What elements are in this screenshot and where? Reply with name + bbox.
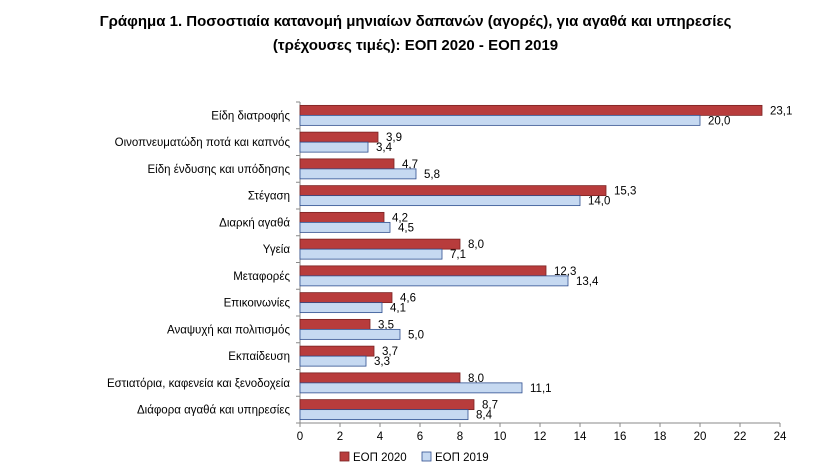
bar-eop2019 (299, 275, 569, 287)
category-label: Στέγαση (248, 191, 290, 203)
legend-swatch-eop2020 (339, 451, 350, 462)
category-label: Είδη διατροφής (211, 110, 290, 122)
data-label-eop2020: 4,6 (400, 293, 416, 305)
bar-eop2020 (299, 131, 379, 143)
data-label-eop2019: 8,4 (476, 410, 493, 422)
bar-eop2020 (299, 345, 375, 357)
bar-eop2020 (299, 399, 475, 411)
bar-eop2020 (299, 238, 461, 250)
data-label-eop2020: 3,5 (378, 319, 394, 331)
data-label-eop2019: 4,5 (398, 222, 414, 234)
data-label-eop2019: 5,8 (424, 169, 440, 181)
x-tick-label: 2 (337, 431, 343, 443)
chart-title: Γράφημα 1. Ποσοστιαία κατανομή μηνιαίων … (0, 10, 831, 58)
bar-eop2019 (299, 355, 367, 367)
category-label: Εκπαίδευση (228, 351, 290, 363)
category-label: Αναψυχή και πολιτισμός (167, 324, 290, 336)
bar-eop2019 (299, 195, 581, 207)
data-label-eop2019: 20,0 (708, 115, 730, 127)
x-tick-label: 10 (494, 431, 507, 443)
data-label-eop2020: 8,0 (468, 239, 484, 251)
bar-eop2020 (299, 211, 385, 223)
data-label-eop2020: 15,3 (614, 186, 636, 198)
data-label-eop2020: 3,7 (382, 346, 398, 358)
bar-eop2020 (299, 292, 393, 304)
chart-title-line2: (τρέχουσες τιμές): ΕΟΠ 2020 - ΕΟΠ 2019 (272, 37, 559, 54)
x-tick-label: 4 (377, 431, 384, 443)
category-label: Εστιατόρια, καφενεία και ξενοδοχεία (107, 378, 290, 390)
legend-swatch-eop2019 (421, 451, 432, 462)
bar-eop2020 (299, 318, 371, 330)
bar-eop2019 (299, 382, 523, 394)
data-label-eop2019: 14,0 (588, 196, 610, 208)
bar-eop2019 (299, 248, 443, 260)
data-label-eop2020: 12,3 (554, 266, 576, 278)
bar-eop2019 (299, 141, 369, 153)
category-label: Επικοινωνίες (224, 298, 291, 310)
x-tick-label: 12 (534, 431, 547, 443)
category-label: Μεταφορές (233, 271, 290, 283)
data-label-eop2020: 4,7 (402, 159, 418, 171)
data-label-eop2019: 3,3 (374, 356, 390, 368)
category-label: Υγεία (263, 244, 291, 256)
data-label-eop2020: 3,9 (386, 132, 402, 144)
x-tick-label: 24 (774, 431, 787, 443)
x-tick-label: 0 (297, 431, 303, 443)
data-label-eop2020: 8,7 (482, 400, 498, 412)
bar-eop2019 (299, 302, 383, 314)
bar-eop2019 (299, 328, 401, 340)
bar-eop2020 (299, 104, 763, 116)
category-label: Είδη ένδυσης και υπόδησης (148, 164, 291, 176)
category-label: Διαρκή αγαθά (219, 217, 290, 229)
bar-eop2020 (299, 265, 547, 277)
legend-label-eop2019: ΕΟΠ 2019 (435, 452, 489, 464)
legend-label-eop2020: ΕΟΠ 2020 (353, 452, 407, 464)
data-label-eop2019: 7,1 (450, 249, 466, 261)
x-tick-label: 14 (574, 431, 587, 443)
data-label-eop2019: 5,0 (408, 329, 424, 341)
bar-eop2020 (299, 372, 461, 384)
bar-eop2019 (299, 221, 391, 233)
chart-title-line1: Γράφημα 1. Ποσοστιαία κατανομή μηνιαίων … (99, 13, 732, 30)
x-tick-label: 18 (654, 431, 667, 443)
bar-eop2020 (299, 185, 607, 197)
category-label: Οινοπνευματώδη ποτά και καπνός (115, 137, 291, 149)
data-label-eop2020: 8,0 (468, 373, 484, 385)
x-tick-label: 8 (457, 431, 463, 443)
bar-eop2019 (299, 409, 469, 421)
data-label-eop2019: 11,1 (530, 383, 552, 395)
bar-eop2019 (299, 114, 701, 126)
x-tick-label: 22 (734, 431, 747, 443)
data-label-eop2020: 23,1 (770, 105, 792, 117)
x-tick-label: 16 (614, 431, 627, 443)
x-tick-label: 6 (417, 431, 423, 443)
x-tick-label: 20 (694, 431, 707, 443)
data-label-eop2020: 4,2 (392, 212, 408, 224)
data-label-eop2019: 4,1 (390, 303, 406, 315)
data-label-eop2019: 3,4 (376, 142, 393, 154)
category-label: Διάφορα αγαθά και υπηρεσίες (137, 405, 290, 417)
bar-eop2020 (299, 158, 395, 170)
bar-eop2019 (299, 168, 417, 180)
data-label-eop2019: 13,4 (576, 276, 599, 288)
